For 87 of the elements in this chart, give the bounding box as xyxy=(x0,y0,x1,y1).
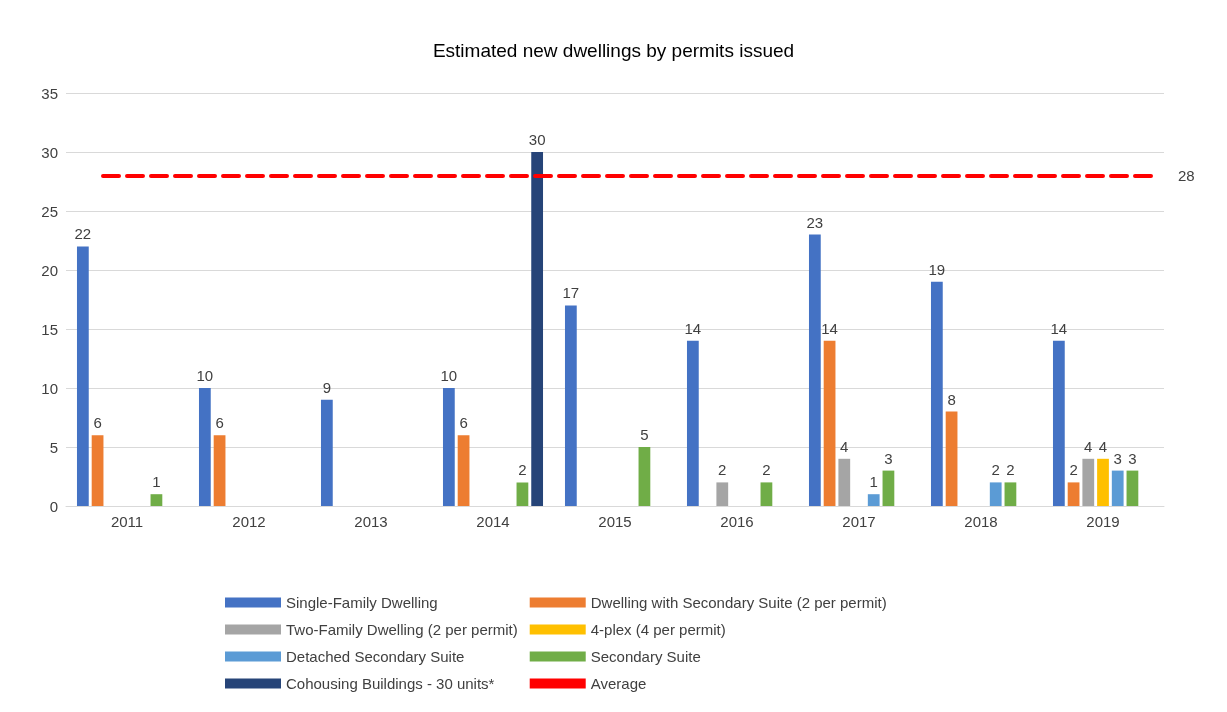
x-tick-label: 2012 xyxy=(232,513,266,530)
x-tick-label: 2019 xyxy=(1086,513,1120,530)
bar xyxy=(882,470,895,506)
bar xyxy=(1052,340,1065,506)
data-label: 6 xyxy=(459,414,468,432)
bar xyxy=(91,435,104,506)
data-label: 3 xyxy=(1128,449,1137,467)
bar xyxy=(531,152,544,506)
bar xyxy=(76,246,89,506)
bar xyxy=(442,388,455,506)
chart-title: Estimated new dwellings by permits issued xyxy=(432,40,795,61)
legend-label: Dwelling with Secondary Suite (2 per permit) xyxy=(590,594,887,611)
bar xyxy=(1126,470,1139,506)
legend-label: 4-plex (4 per permit) xyxy=(590,621,726,638)
bar xyxy=(930,281,943,506)
data-label: 6 xyxy=(215,414,224,432)
legend-label: Cohousing Buildings - 30 units* xyxy=(286,675,495,692)
data-label: 10 xyxy=(196,367,214,384)
y-tick-label: 30 xyxy=(41,143,58,161)
data-label: 1 xyxy=(152,473,161,491)
y-tick-label: 0 xyxy=(49,497,58,515)
bar xyxy=(457,435,470,506)
y-tick-label: 15 xyxy=(41,320,58,338)
data-label: 2 xyxy=(991,461,1000,479)
x-tick-label: 2018 xyxy=(964,513,998,530)
bar xyxy=(867,494,880,506)
data-label: 10 xyxy=(440,367,458,384)
bar xyxy=(989,482,1002,506)
data-label: 19 xyxy=(928,260,946,278)
bar xyxy=(516,482,529,506)
bar xyxy=(716,482,729,506)
bar xyxy=(320,399,333,506)
data-label: 4 xyxy=(1098,437,1108,455)
legend-label: Average xyxy=(590,675,647,692)
data-label: 2 xyxy=(1069,461,1078,479)
bar xyxy=(945,411,958,506)
legend-label: Detached Secondary Suite xyxy=(286,648,465,665)
data-label: 2 xyxy=(718,461,727,479)
data-label: 2 xyxy=(518,461,527,479)
bar xyxy=(213,435,226,506)
data-label: 17 xyxy=(562,284,580,302)
data-label: 2 xyxy=(1006,461,1015,479)
legend-label: Secondary Suite xyxy=(590,648,701,665)
data-label: 8 xyxy=(947,390,956,408)
bar xyxy=(150,494,163,506)
data-label: 4 xyxy=(1084,437,1093,455)
bar xyxy=(808,234,821,506)
bar xyxy=(564,305,577,506)
bar xyxy=(686,340,699,506)
data-label: 6 xyxy=(93,414,102,432)
data-label: 14 xyxy=(1050,319,1068,337)
bar xyxy=(1067,482,1080,506)
bar xyxy=(1097,458,1109,506)
bar xyxy=(823,340,836,506)
bar xyxy=(760,482,773,506)
data-label: 1 xyxy=(869,473,878,491)
data-label: 14 xyxy=(821,319,838,337)
x-tick-label: 2014 xyxy=(476,513,510,530)
bar xyxy=(1004,482,1017,506)
data-label: 22 xyxy=(74,225,92,243)
bar xyxy=(1111,470,1124,506)
bar xyxy=(638,447,651,506)
x-tick-label: 2011 xyxy=(110,513,144,530)
data-label: 4 xyxy=(840,437,849,455)
y-tick-label: 20 xyxy=(41,261,58,279)
bar xyxy=(838,458,851,506)
legend-label: Single-Family Dwelling xyxy=(286,594,438,611)
data-label: 5 xyxy=(640,426,649,443)
bar xyxy=(1082,458,1095,506)
x-tick-label: 2016 xyxy=(720,513,754,530)
data-label: 30 xyxy=(528,131,546,148)
y-tick-label: 5 xyxy=(49,438,58,456)
bar xyxy=(198,388,211,506)
data-label: 2 xyxy=(762,461,771,479)
data-label: 3 xyxy=(1113,449,1122,467)
x-tick-label: 2017 xyxy=(842,513,876,530)
y-tick-label: 35 xyxy=(41,84,58,102)
x-tick-label: 2015 xyxy=(598,513,632,530)
y-tick-label: 10 xyxy=(41,379,58,397)
data-label: 14 xyxy=(684,319,702,337)
y-tick-label: 25 xyxy=(41,202,58,220)
legend-label: Two-Family Dwelling (2 per permit) xyxy=(286,621,518,638)
x-tick-label: 2013 xyxy=(354,513,388,530)
data-label: 9 xyxy=(322,378,332,396)
text: 28 xyxy=(1178,167,1195,185)
data-label: 23 xyxy=(806,213,824,231)
data-label: 3 xyxy=(884,449,893,467)
